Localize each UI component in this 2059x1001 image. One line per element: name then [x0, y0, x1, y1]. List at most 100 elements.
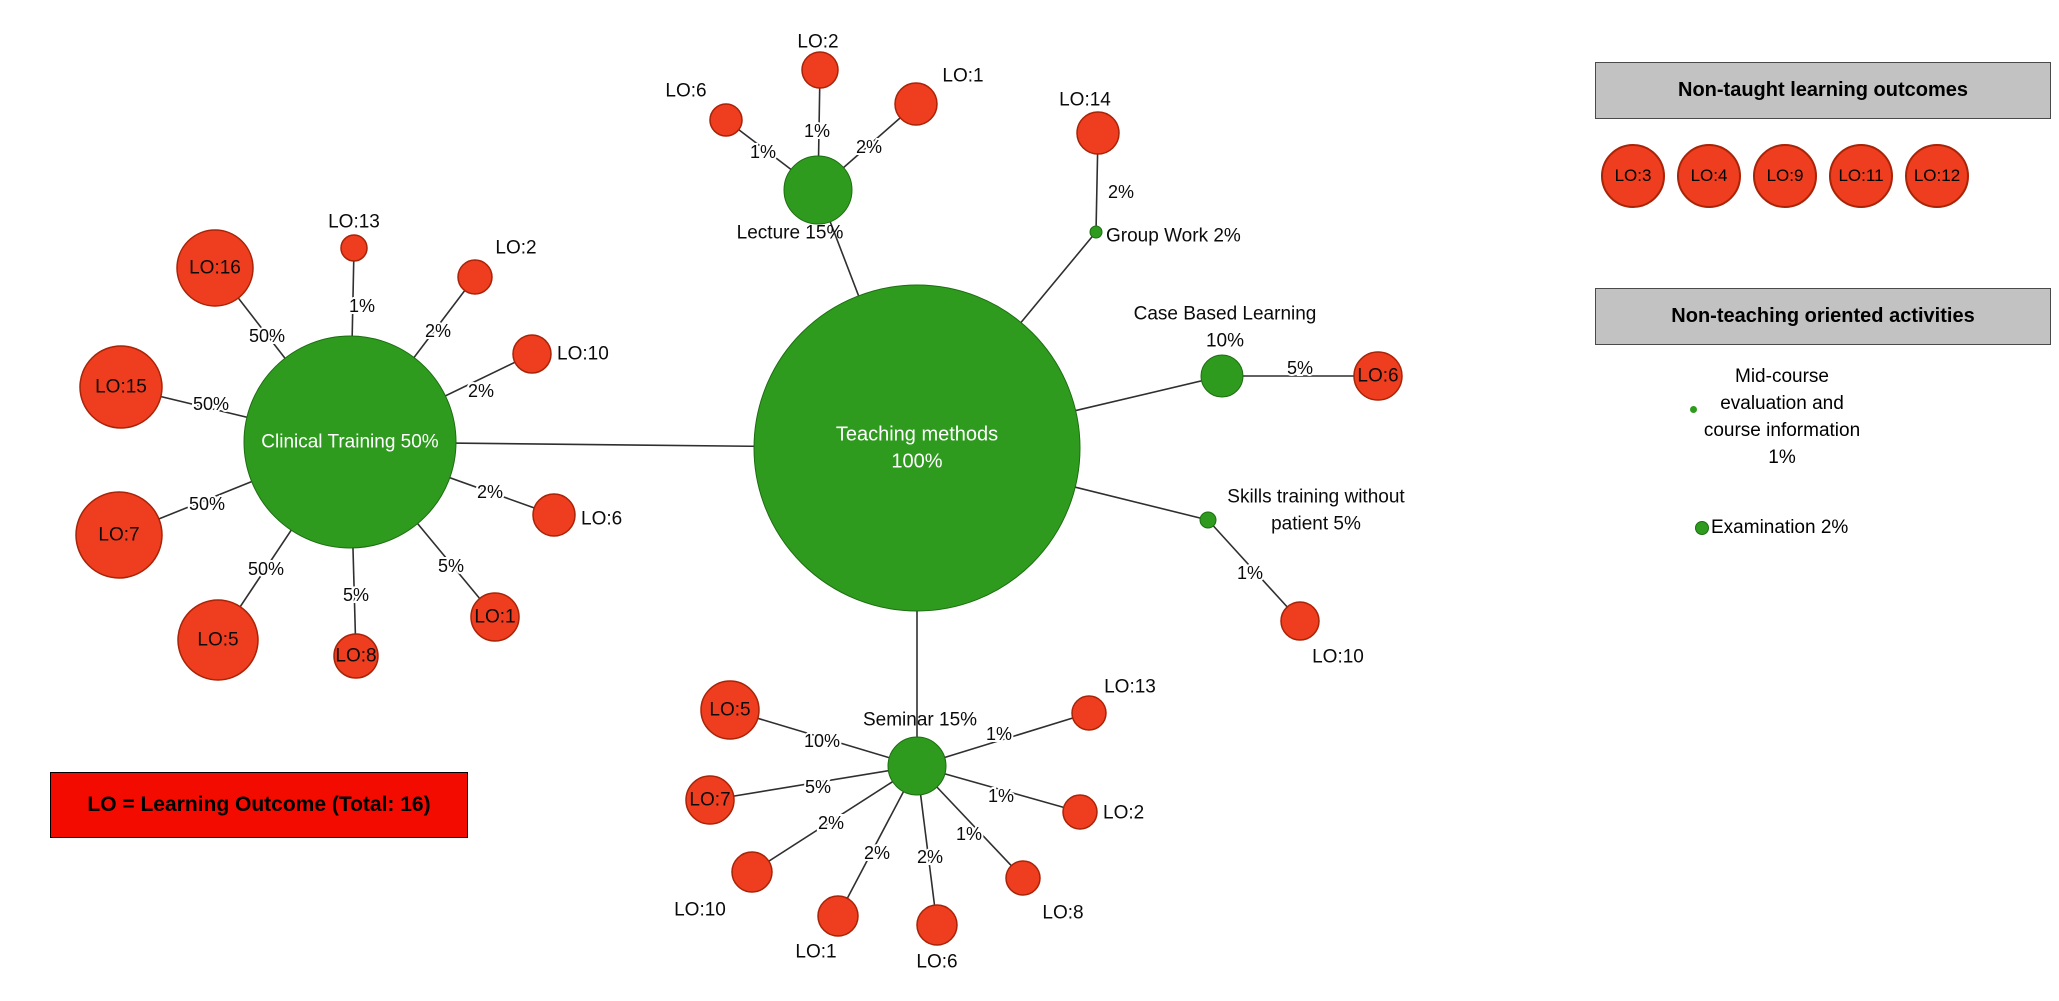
edge-label-seminar-sem_lo6: 2% — [917, 847, 943, 867]
node-label-lecture: Lecture 15% — [737, 223, 844, 244]
node-label-cl_lo16: LO:16 — [189, 258, 241, 279]
midcourse-line: course information — [1703, 420, 1861, 441]
non-taught-outcome-circle: LO:4 — [1677, 144, 1741, 208]
midcourse-label: Mid-course evaluation and course informa… — [1632, 363, 1932, 471]
edge-label-clinical-cl_lo13: 1% — [349, 296, 375, 316]
edge-label-clinical-cl_lo10: 2% — [468, 381, 494, 401]
edge-seminar-sem_lo10 — [751, 765, 918, 873]
node-label-sem_lo8: LO:8 — [1042, 903, 1083, 924]
node-teaching — [753, 284, 1081, 612]
node-label-cl_lo5: LO:5 — [197, 630, 238, 651]
edge-label-clinical-cl_lo8: 5% — [343, 585, 369, 605]
node-label-sem_lo7: LO:7 — [689, 790, 730, 811]
node-cl_lo6 — [532, 493, 576, 537]
node-label-cl_lo8: LO:8 — [335, 646, 376, 667]
edge-label-clinical-cl_lo6: 2% — [477, 482, 503, 502]
node-sem_lo2 — [1062, 794, 1098, 830]
edge-label-lecture-lec_lo6: 1% — [750, 142, 776, 162]
edge-skills-sk_lo10 — [1207, 519, 1301, 622]
node-sk_lo10 — [1280, 601, 1320, 641]
node-label-gw_lo14: LO:14 — [1059, 90, 1111, 111]
legend-box: LO = Learning Outcome (Total: 16) — [50, 772, 468, 838]
node-lec_lo2 — [801, 51, 839, 89]
node-seminar — [887, 736, 947, 796]
examination-item: Examination 2% — [1695, 517, 1848, 539]
examination-label: Examination 2% — [1711, 517, 1849, 538]
node-sem_lo8 — [1005, 860, 1041, 896]
node-label-sem_lo13: LO:13 — [1104, 677, 1156, 698]
midcourse-line: Mid-course — [1735, 366, 1829, 387]
node-lecture — [783, 155, 853, 225]
node-groupwork — [1089, 225, 1103, 239]
edge-label-seminar-sem_lo5: 10% — [804, 731, 840, 751]
midcourse-line: evaluation and — [1720, 393, 1844, 414]
edge-seminar-sem_lo13 — [916, 712, 1090, 767]
node-sem_lo1 — [817, 895, 859, 937]
examination-dot-icon — [1695, 521, 1709, 535]
node-cl_lo16 — [176, 229, 254, 307]
node-clinical — [243, 335, 457, 549]
edge-label-clinical-cl_lo5: 50% — [248, 559, 284, 579]
non-teaching-panel-title: Non-teaching oriented activities — [1595, 288, 2051, 345]
node-label-cl_lo10: LO:10 — [557, 344, 609, 365]
edge-label-seminar-sem_lo8: 1% — [956, 824, 982, 844]
node-label-sem_lo5: LO:5 — [709, 700, 750, 721]
edge-label-skills-sk_lo10: 1% — [1237, 563, 1263, 583]
node-label-sk_lo10: LO:10 — [1312, 647, 1364, 668]
node-lec_lo6 — [709, 103, 743, 137]
non-taught-outcome-circle: LO:3 — [1601, 144, 1665, 208]
node-label-teaching: Teaching methods 100% — [836, 424, 998, 473]
edge-label-clinical-cl_lo1: 5% — [438, 556, 464, 576]
node-cbl_lo6 — [1353, 351, 1403, 401]
edge-label-seminar-sem_lo10: 2% — [818, 813, 844, 833]
node-cl_lo2 — [457, 259, 493, 295]
edge-label-clinical-cl_lo16: 50% — [249, 326, 285, 346]
node-sem_lo7 — [685, 775, 735, 825]
node-cl_lo8 — [333, 633, 379, 679]
edge-label-groupwork-gw_lo14: 2% — [1108, 182, 1134, 202]
edge-label-seminar-sem_lo1: 2% — [864, 843, 890, 863]
node-cl_lo13 — [340, 234, 368, 262]
edge-label-cbl-cbl_lo6: 5% — [1287, 358, 1313, 378]
node-label-cl_lo15: LO:15 — [95, 377, 147, 398]
node-label-cl_lo6: LO:6 — [581, 509, 622, 530]
node-lec_lo1 — [894, 82, 938, 126]
edge-seminar-sem_lo7 — [709, 765, 918, 801]
node-sem_lo13 — [1071, 695, 1107, 731]
node-cl_lo10 — [512, 334, 552, 374]
edge-label-seminar-sem_lo2: 1% — [988, 786, 1014, 806]
node-cl_lo7 — [75, 491, 163, 579]
edge-label-clinical-cl_lo7: 50% — [189, 494, 225, 514]
node-label-sem_lo10: LO:10 — [674, 900, 726, 921]
edge-label-seminar-sem_lo13: 1% — [986, 724, 1012, 744]
node-label-sem_lo6: LO:6 — [916, 952, 957, 973]
node-label-sem_lo2: LO:2 — [1103, 803, 1144, 824]
edge-label-clinical-cl_lo2: 2% — [425, 321, 451, 341]
non-taught-outcomes-row: LO:3 LO:4 LO:9 LO:11 LO:12 — [1601, 144, 1969, 208]
midcourse-dot-icon — [1690, 406, 1697, 413]
legend-text: LO = Learning Outcome (Total: 16) — [87, 793, 431, 816]
edge-label-seminar-sem_lo7: 5% — [805, 777, 831, 797]
node-cl_lo5 — [177, 599, 259, 681]
node-label-cbl_lo6: LO:6 — [1357, 366, 1398, 387]
edge-label-lecture-lec_lo1: 2% — [856, 137, 882, 157]
node-label-groupwork: Group Work 2% — [1106, 226, 1241, 247]
node-skills — [1199, 511, 1217, 529]
node-label-clinical: Clinical Training 50% — [261, 432, 439, 453]
node-sem_lo10 — [731, 851, 773, 893]
node-label-skills: Skills training without patient 5% — [1227, 486, 1405, 534]
non-taught-outcome-circle: LO:12 — [1905, 144, 1969, 208]
node-label-cbl: Case Based Learning 10% — [1134, 303, 1317, 351]
node-cl_lo1 — [470, 592, 520, 642]
edge-label-clinical-cl_lo15: 50% — [193, 394, 229, 414]
node-label-lec_lo6: LO:6 — [665, 81, 706, 102]
node-cbl — [1200, 354, 1244, 398]
non-taught-panel-title: Non-taught learning outcomes — [1595, 62, 2051, 119]
edge-label-lecture-lec_lo2: 1% — [804, 121, 830, 141]
node-label-cl_lo1: LO:1 — [474, 607, 515, 628]
node-label-lec_lo1: LO:1 — [942, 66, 983, 87]
node-label-seminar: Seminar 15% — [863, 710, 977, 731]
node-label-cl_lo2: LO:2 — [495, 238, 536, 259]
